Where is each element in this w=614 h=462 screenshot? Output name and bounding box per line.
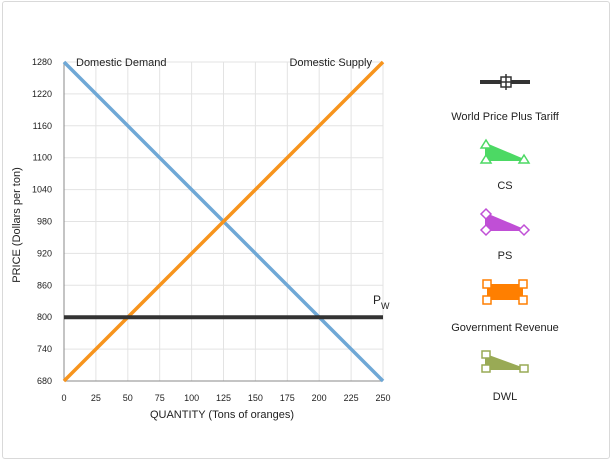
- dwl-tool[interactable]: DWL: [481, 350, 529, 403]
- x-tick-label: 100: [184, 393, 199, 403]
- legend-label-government-revenue: Government Revenue: [451, 322, 559, 334]
- triangle-handle-icon: [479, 138, 493, 149]
- y-tick-label: 980: [37, 217, 52, 227]
- world-price-label: PW: [373, 293, 390, 311]
- y-axis-title: PRICE (Dollars per ton): [11, 167, 23, 283]
- world-price-tariff-tool[interactable]: World Price Plus Tariff: [451, 74, 560, 123]
- legend-label-ps: PS: [498, 250, 513, 262]
- square-handle-icon: [482, 279, 492, 289]
- x-tick-label: 200: [312, 393, 327, 403]
- x-tick-label: 150: [248, 393, 263, 403]
- x-tick-label: 250: [375, 393, 390, 403]
- y-tick-label: 740: [37, 344, 52, 354]
- triangle-icon: [485, 142, 525, 161]
- square-handle-icon: [518, 295, 528, 305]
- diamond-handle-icon: [479, 223, 493, 237]
- legend: World Price Plus Tariff CS PS Government…: [451, 74, 560, 403]
- y-tick-label: 1220: [32, 89, 52, 99]
- y-tick-label: 680: [37, 376, 52, 386]
- square-handle-icon: [481, 350, 491, 359]
- x-tick-label: 125: [216, 393, 231, 403]
- diamond-handle-icon: [479, 207, 493, 221]
- supply-label: Domestic Supply: [289, 57, 372, 69]
- x-tick-label: 0: [61, 393, 66, 403]
- series-lines: [62, 60, 385, 383]
- diamond-handle-icon: [517, 223, 531, 237]
- cs-tool[interactable]: CS: [479, 138, 531, 192]
- x-tick-label: 225: [344, 393, 359, 403]
- y-tick-label: 1160: [33, 121, 52, 131]
- rectangle-icon: [487, 284, 523, 300]
- government-revenue-tool[interactable]: Government Revenue: [451, 279, 559, 334]
- triangle-handle-icon: [517, 153, 531, 164]
- x-tick-label: 75: [155, 393, 165, 403]
- supply-line: [62, 60, 385, 383]
- legend-label-world-price: World Price Plus Tariff: [451, 111, 560, 123]
- y-tick-label: 860: [37, 280, 52, 290]
- square-handle-icon: [519, 364, 529, 373]
- axis-ticks: 0 25 50 75 100 125 150 175 200 225 250 680 740 800 860…: [32, 57, 391, 403]
- y-tick-label: 1040: [32, 185, 52, 195]
- square-handle-icon: [482, 295, 492, 305]
- y-tick-label: 1100: [33, 153, 52, 163]
- x-tick-label: 175: [280, 393, 295, 403]
- legend-label-dwl: DWL: [493, 391, 517, 403]
- y-tick-label: 920: [37, 248, 52, 258]
- triangle-handle-icon: [479, 153, 493, 164]
- ps-tool[interactable]: PS: [479, 207, 531, 262]
- square-handle-icon: [518, 279, 528, 289]
- crosshair-icon: [498, 74, 514, 90]
- triangle-icon: [485, 212, 525, 231]
- y-tick-label: 800: [37, 312, 52, 322]
- grid: [63, 61, 384, 382]
- x-tick-label: 50: [123, 393, 133, 403]
- legend-label-cs: CS: [497, 180, 512, 192]
- x-axis-title: QUANTITY (Tons of oranges): [150, 409, 294, 421]
- y-tick-label: 1280: [32, 57, 52, 67]
- triangle-icon: [485, 353, 525, 370]
- square-handle-icon: [481, 364, 491, 373]
- demand-label: Domestic Demand: [76, 57, 166, 69]
- x-tick-label: 25: [91, 393, 101, 403]
